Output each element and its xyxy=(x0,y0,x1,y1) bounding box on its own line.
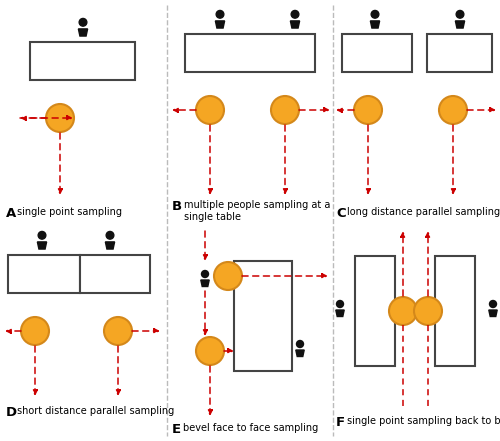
Polygon shape xyxy=(489,310,497,317)
Circle shape xyxy=(79,19,87,26)
Bar xyxy=(8,255,80,293)
Circle shape xyxy=(38,232,46,239)
Circle shape xyxy=(46,104,74,132)
Circle shape xyxy=(104,317,132,345)
Circle shape xyxy=(456,11,464,18)
Text: F: F xyxy=(336,416,345,429)
Text: single point sampling: single point sampling xyxy=(17,207,122,217)
Circle shape xyxy=(296,340,304,348)
Circle shape xyxy=(196,337,224,365)
Circle shape xyxy=(490,300,496,307)
Circle shape xyxy=(21,317,49,345)
Text: single point sampling back to back: single point sampling back to back xyxy=(347,416,500,426)
Circle shape xyxy=(354,96,382,124)
Text: bevel face to face sampling: bevel face to face sampling xyxy=(183,423,318,433)
Bar xyxy=(355,256,395,366)
Polygon shape xyxy=(78,29,88,36)
Text: A: A xyxy=(6,207,16,220)
Circle shape xyxy=(439,96,467,124)
Circle shape xyxy=(414,297,442,325)
Polygon shape xyxy=(370,21,380,28)
Polygon shape xyxy=(336,310,344,317)
Bar xyxy=(435,256,475,366)
Text: C: C xyxy=(336,207,345,220)
Circle shape xyxy=(271,96,299,124)
Text: long distance parallel sampling: long distance parallel sampling xyxy=(347,207,500,217)
Circle shape xyxy=(371,11,379,18)
Circle shape xyxy=(216,11,224,18)
Bar xyxy=(427,34,492,72)
Circle shape xyxy=(196,96,224,124)
Text: B: B xyxy=(172,200,182,213)
Circle shape xyxy=(214,262,242,290)
Circle shape xyxy=(336,300,344,307)
Polygon shape xyxy=(216,21,224,28)
Polygon shape xyxy=(296,350,304,356)
Polygon shape xyxy=(290,21,300,28)
Circle shape xyxy=(106,232,114,239)
Bar xyxy=(30,42,135,80)
Text: E: E xyxy=(172,423,181,436)
Polygon shape xyxy=(38,242,46,249)
Bar xyxy=(185,34,315,72)
Bar xyxy=(342,34,412,72)
Circle shape xyxy=(202,270,208,277)
Polygon shape xyxy=(456,21,464,28)
Polygon shape xyxy=(106,242,114,249)
Text: short distance parallel sampling: short distance parallel sampling xyxy=(17,406,174,416)
Text: multiple people sampling at a
single table: multiple people sampling at a single tab… xyxy=(184,200,330,221)
Bar xyxy=(234,261,292,371)
Circle shape xyxy=(291,11,299,18)
Circle shape xyxy=(389,297,417,325)
Text: D: D xyxy=(6,406,17,419)
Polygon shape xyxy=(201,280,209,287)
Bar xyxy=(80,255,150,293)
